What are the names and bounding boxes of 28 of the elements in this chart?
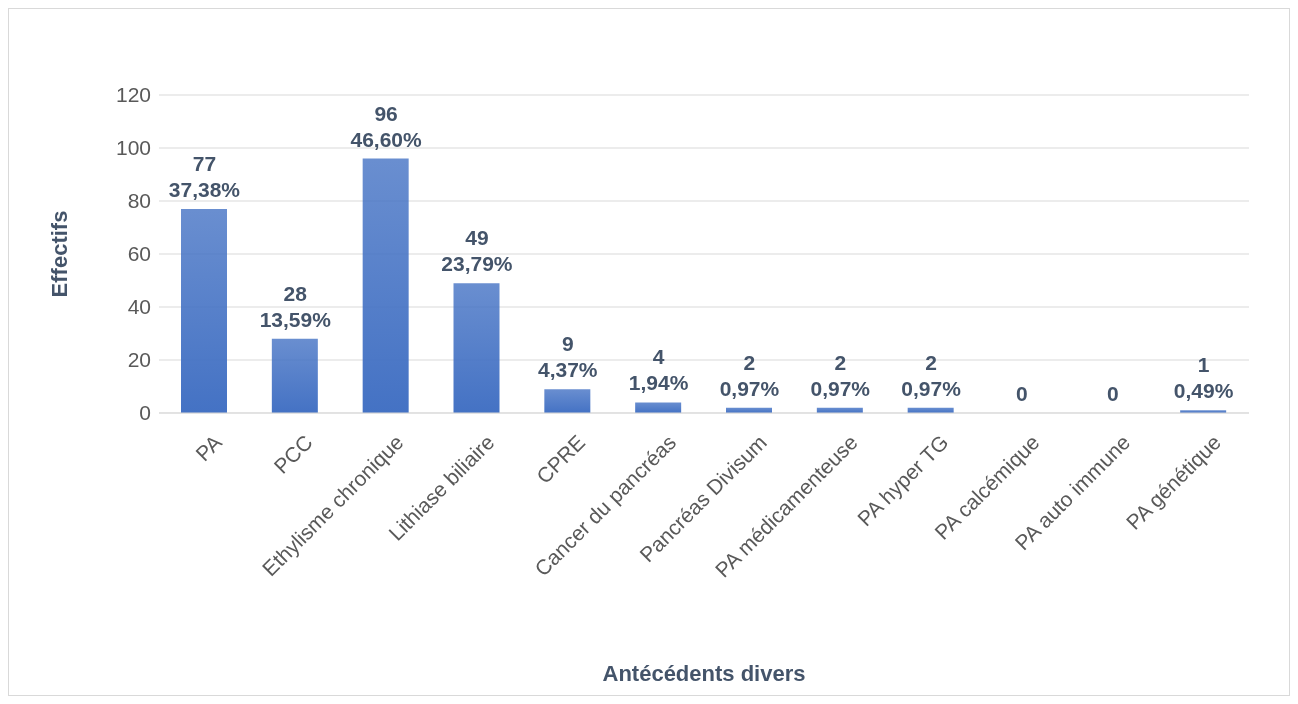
data-label: 49 23,79% <box>441 226 513 276</box>
data-label: 77 37,38% <box>168 151 241 201</box>
y-axis-title: Effectifs <box>46 210 72 298</box>
data-label: 9 4,37% <box>537 332 598 382</box>
y-tick-label: 40 <box>127 295 151 319</box>
data-label: 2 0,97% <box>901 350 962 400</box>
y-tick-label: 80 <box>127 189 151 213</box>
y-tick-label: 60 <box>127 242 151 266</box>
data-label: 4 1,94% <box>628 345 689 395</box>
bar <box>453 283 500 413</box>
data-label: 28 13,59% <box>259 281 332 331</box>
bar <box>181 208 227 413</box>
bar <box>544 389 591 413</box>
bar <box>362 158 409 413</box>
data-label: 0 <box>1106 382 1119 405</box>
bar <box>271 338 318 413</box>
data-label: 2 0,97% <box>719 350 780 400</box>
y-tick-label: 100 <box>115 136 151 160</box>
data-label: 0 <box>1016 382 1028 405</box>
x-axis-title: Antécédents divers <box>602 661 806 686</box>
y-tick-label: 20 <box>127 348 151 372</box>
x-tick-label: PA <box>191 430 226 466</box>
data-label: 2 0,97% <box>810 350 871 400</box>
data-label: 1 0,49% <box>1173 353 1234 403</box>
data-label: 96 46,60% <box>350 101 423 151</box>
y-tick-label: 120 <box>115 83 151 107</box>
y-tick-label: 0 <box>139 401 151 425</box>
bar <box>635 402 682 413</box>
